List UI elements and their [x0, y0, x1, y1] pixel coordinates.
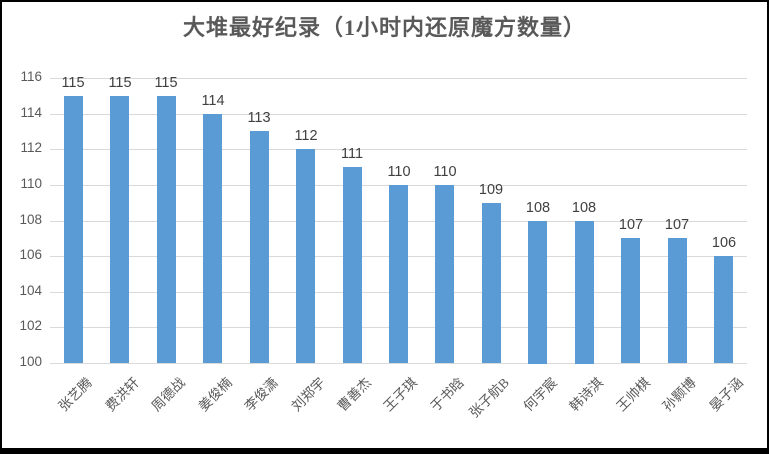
bar	[110, 96, 129, 363]
bar	[435, 185, 454, 363]
bar	[250, 131, 269, 363]
bar-value-label: 108	[525, 200, 551, 216]
y-axis-tick-label: 106	[19, 247, 42, 263]
gridline	[50, 149, 747, 150]
bar	[714, 256, 733, 363]
x-axis-category-label: 何宇宸	[520, 374, 560, 415]
bar-value-label: 110	[387, 164, 411, 180]
plot-area: 115 115 115 114 113 112 111 110 110 109 108 108 107 1…	[50, 75, 747, 364]
x-axis-category-label: 费洪轩	[102, 374, 142, 415]
y-axis-tick-label: 112	[20, 140, 42, 156]
bar-value-label: 111	[340, 146, 364, 162]
bar-value-label: 107	[664, 217, 690, 233]
bar-value-label: 106	[711, 235, 737, 251]
x-axis-category-label: 刘郑宇	[288, 374, 328, 415]
x-axis-category-label: 张艺腾	[55, 374, 95, 415]
y-axis-tick-label: 100	[19, 354, 42, 369]
bar	[157, 96, 176, 363]
bar	[528, 221, 547, 364]
bar-value-label: 115	[108, 75, 132, 91]
bar	[343, 167, 362, 363]
bar-value-label: 110	[433, 164, 457, 180]
gridline	[50, 363, 747, 364]
x-axis-category-label: 于书晗	[427, 374, 467, 415]
x-axis-category-label: 曹善杰	[334, 374, 374, 415]
bar	[621, 238, 640, 363]
y-axis-tick-label: 102	[19, 318, 42, 334]
y-axis-tick-label: 116	[20, 69, 42, 84]
bar	[296, 149, 315, 363]
bar	[389, 185, 408, 363]
bar	[575, 221, 594, 364]
bar	[64, 96, 83, 363]
y-axis-tick-label: 108	[19, 211, 42, 227]
gridline	[50, 114, 747, 115]
bar-value-label: 115	[154, 75, 178, 91]
bar	[668, 238, 687, 363]
gridline	[50, 78, 747, 79]
bar	[203, 114, 222, 363]
x-axis-category-label: 王帅棋	[613, 374, 653, 415]
x-axis: 张艺腾 费洪轩 周德战 姜俊楠 李俊潇 刘郑宇 曹善杰 王子琪 于书晗 张子航B 何宇宸 韩诗淇 王帅棋…	[50, 368, 747, 448]
y-axis-tick-label: 104	[19, 282, 42, 298]
x-axis-category-label: 李俊潇	[241, 374, 281, 415]
bar-value-label: 107	[618, 217, 644, 233]
bar-value-label: 108	[571, 200, 597, 216]
x-axis-category-label: 孙颢博	[659, 374, 699, 415]
x-axis-category-label: 晏子涵	[706, 374, 746, 415]
x-axis-category-label: 张子航B	[466, 374, 513, 421]
bar-value-label: 109	[478, 182, 504, 198]
x-axis-category-label: 王子琪	[380, 374, 420, 415]
x-axis-category-label: 周德战	[148, 374, 188, 415]
y-axis-tick-label: 114	[20, 104, 42, 120]
bar-value-label: 115	[61, 75, 85, 91]
bar	[482, 203, 501, 363]
y-axis-tick-label: 110	[20, 175, 42, 191]
x-axis-category-label: 姜俊楠	[195, 374, 235, 415]
chart-title: 大堆最好纪录（1小时内还原魔方数量）	[182, 15, 586, 40]
x-axis-category-label: 韩诗淇	[566, 374, 606, 415]
bar-value-label: 113	[247, 110, 271, 126]
bar-value-label: 114	[201, 93, 225, 109]
bar-value-label: 112	[294, 128, 318, 144]
chart-canvas: 大堆最好纪录（1小时内还原魔方数量） 100 102 104 106 108 110 112…	[2, 2, 767, 448]
